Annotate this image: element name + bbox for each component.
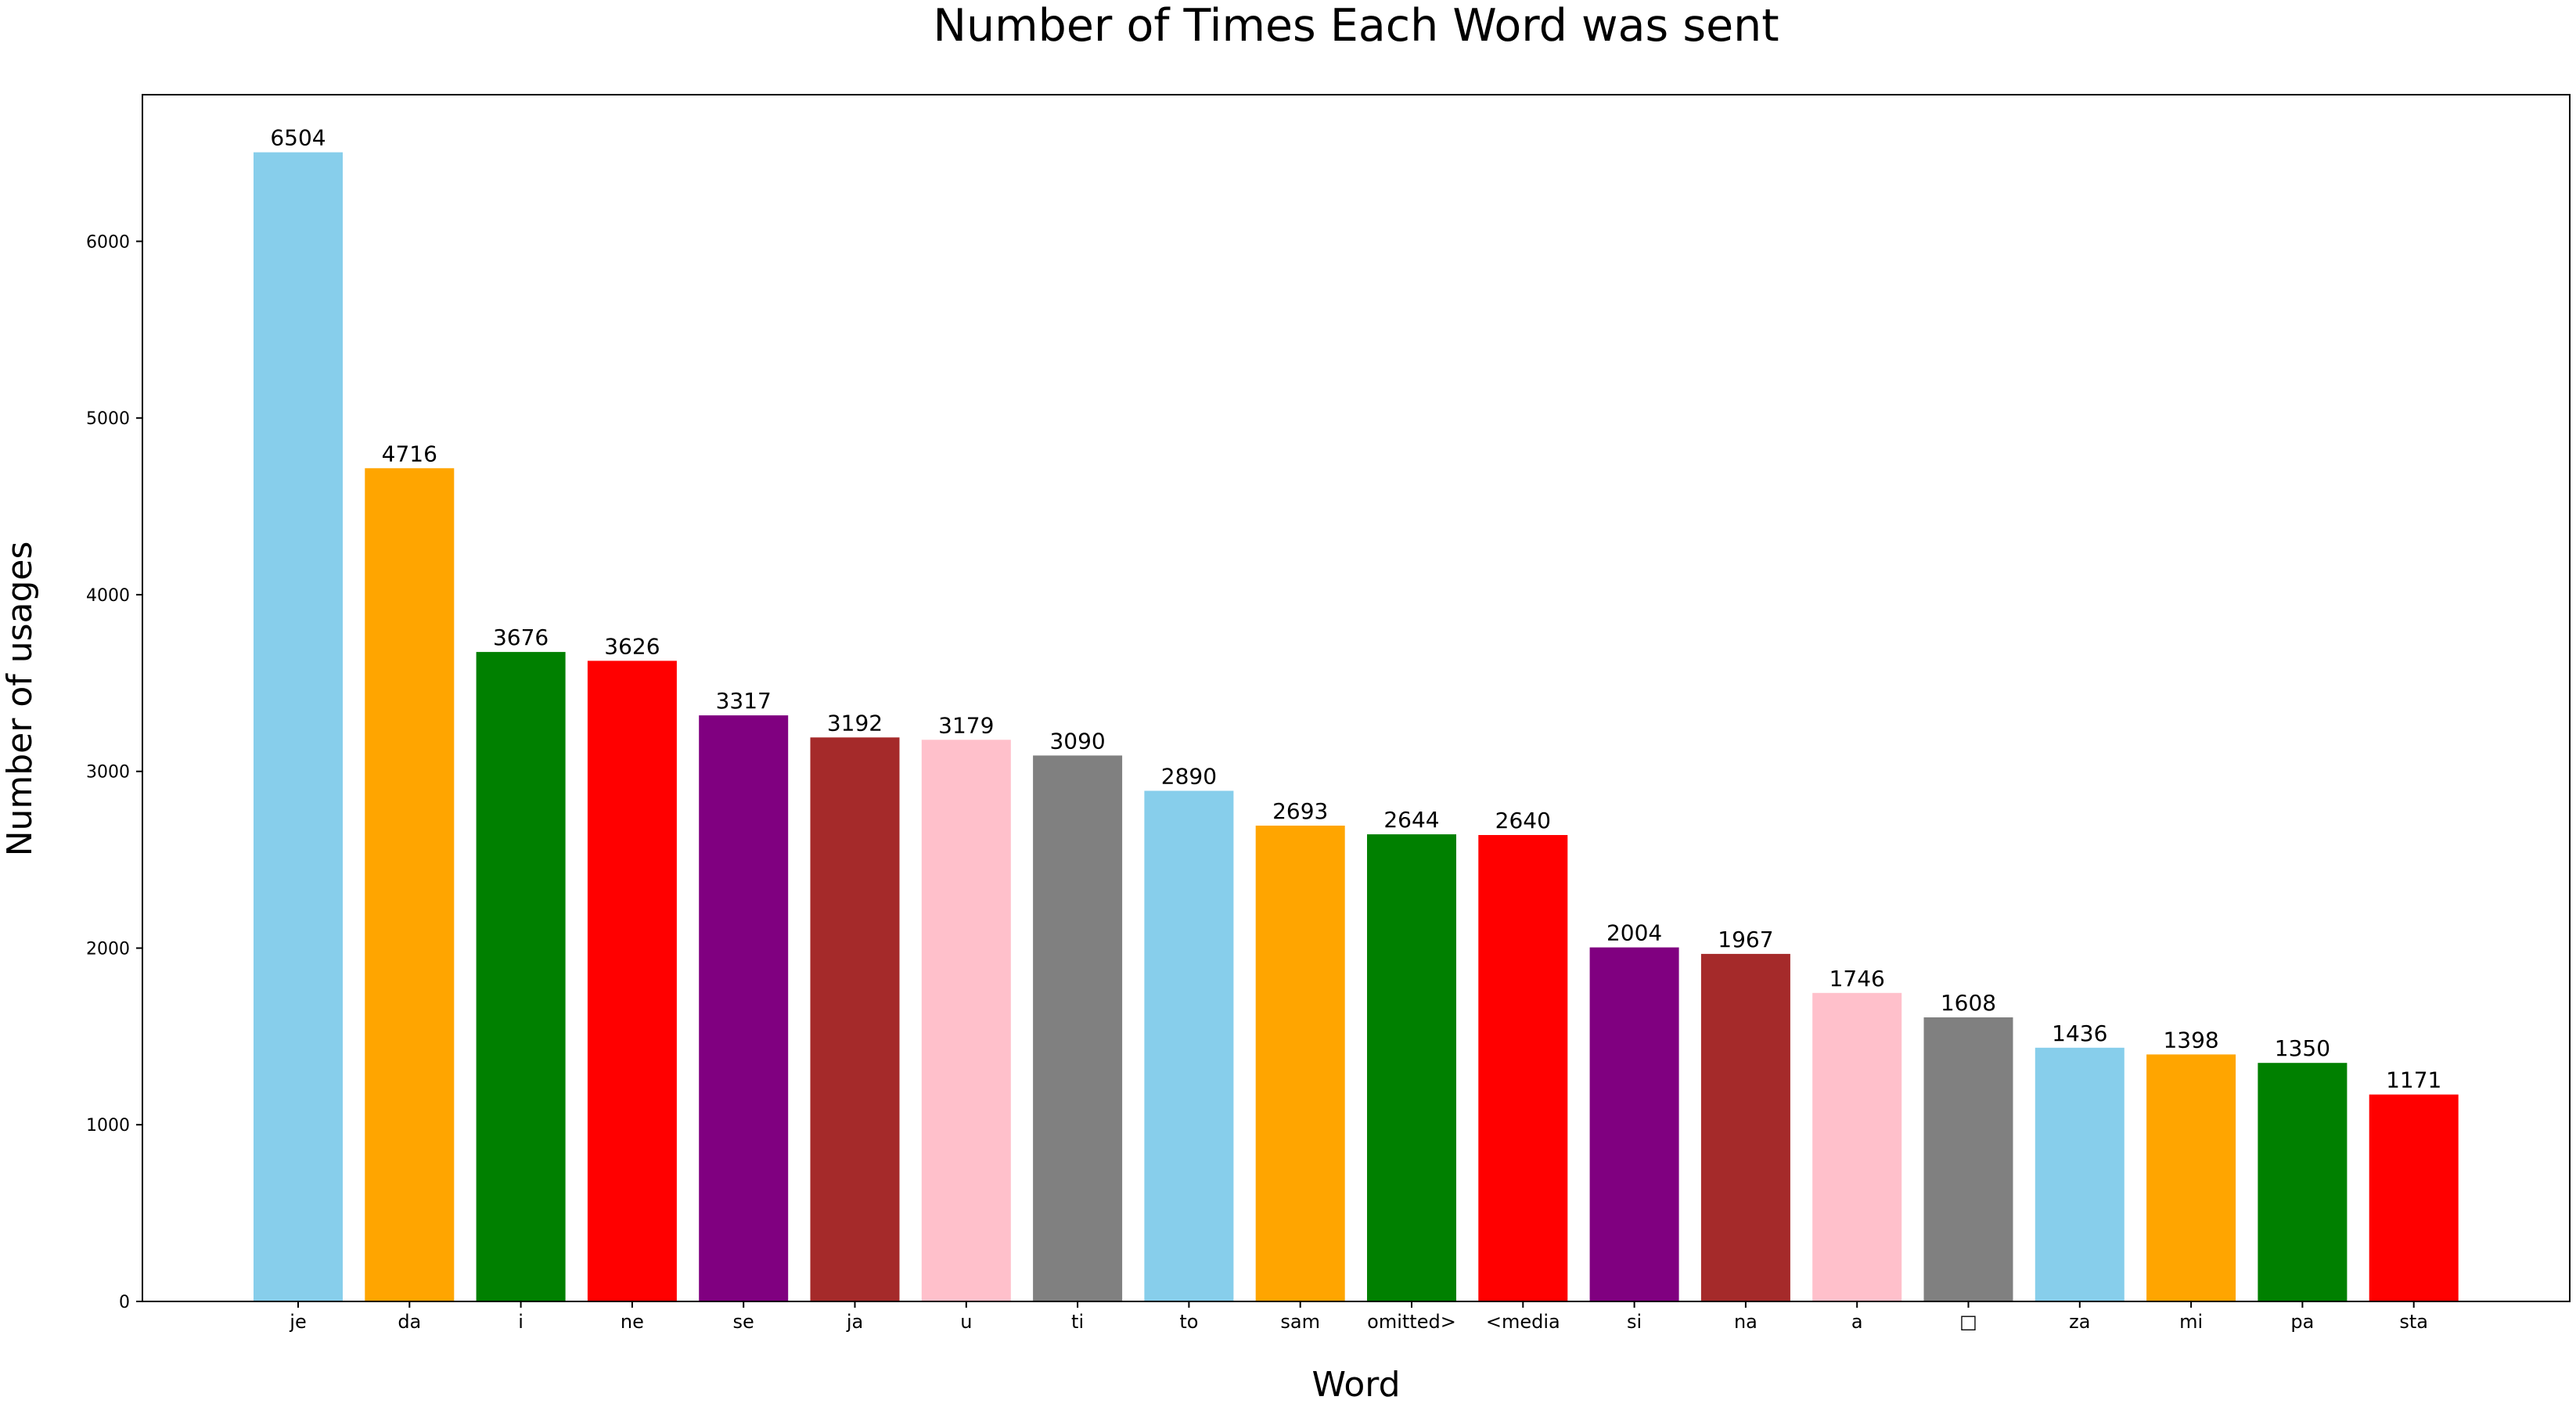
bar xyxy=(587,661,677,1301)
bar xyxy=(699,715,789,1301)
x-tick-label: ja xyxy=(846,1311,863,1333)
y-tick-label: 2000 xyxy=(86,940,130,959)
bar-value-label: 6504 xyxy=(270,125,326,151)
x-tick-label: u xyxy=(960,1311,972,1333)
x-tick-label: je xyxy=(289,1311,306,1333)
bar-value-label: 2693 xyxy=(1272,798,1328,824)
x-tick-label: sam xyxy=(1280,1311,1320,1333)
x-tick-label: mi xyxy=(2179,1311,2203,1333)
bar xyxy=(254,152,343,1302)
x-tick-label: a xyxy=(1851,1311,1863,1333)
bar xyxy=(1812,992,1902,1301)
bar xyxy=(1700,953,1790,1301)
y-tick-label: 5000 xyxy=(86,409,130,429)
x-tick-label: za xyxy=(2069,1311,2090,1333)
x-tick-label: sta xyxy=(2399,1311,2428,1333)
bar-value-labels: 6504 4716 3676 3626 3317 3192 3179 3090 2890 2693… xyxy=(270,125,2441,1093)
x-tick-label: i xyxy=(518,1311,523,1333)
bar xyxy=(2369,1094,2459,1301)
bar-value-label: 3676 xyxy=(493,625,549,650)
bar xyxy=(1478,835,1568,1301)
bar xyxy=(2146,1054,2236,1301)
bar xyxy=(2035,1047,2124,1301)
x-tick-label: □ xyxy=(1959,1311,1977,1333)
x-tick-label: na xyxy=(1734,1311,1758,1333)
bar-value-label: 2644 xyxy=(1383,807,1439,833)
plot-frame xyxy=(142,94,2571,1302)
x-tick-label: to xyxy=(1179,1311,1198,1333)
bar-value-label: 3317 xyxy=(716,688,772,714)
bar xyxy=(1923,1017,2013,1301)
bar-value-label: 3090 xyxy=(1049,728,1105,754)
x-tick-label: si xyxy=(1627,1311,1642,1333)
bar-value-label: 2004 xyxy=(1606,920,1662,946)
bars xyxy=(254,152,2459,1302)
bar-value-label: 1171 xyxy=(2386,1067,2441,1093)
bar-value-label: 1398 xyxy=(2163,1027,2218,1053)
bar-value-label: 3192 xyxy=(827,710,883,736)
y-tick-label: 6000 xyxy=(86,232,130,252)
chart-title: Number of Times Each Word was sent xyxy=(933,0,1779,52)
bar-value-label: 1608 xyxy=(1941,990,1996,1016)
x-tick-label: da xyxy=(398,1311,421,1333)
y-tick-label: 1000 xyxy=(86,1116,130,1136)
bar-value-label: 3179 xyxy=(938,712,994,738)
y-tick-label: 4000 xyxy=(86,586,130,606)
bar-value-label: 1350 xyxy=(2275,1035,2330,1061)
x-axis-ticks: je da i ne se ja u ti to sam omitted> <media si na a □ z… xyxy=(289,1301,2428,1333)
bar xyxy=(1144,790,1234,1301)
bar-value-label: 1436 xyxy=(2052,1020,2107,1046)
bar xyxy=(476,652,566,1301)
bar-value-label: 2640 xyxy=(1495,808,1551,833)
bar xyxy=(921,740,1011,1301)
x-tick-label: pa xyxy=(2290,1311,2314,1333)
bar xyxy=(365,468,455,1301)
bar-value-label: 4716 xyxy=(382,441,437,466)
x-axis-label: Word xyxy=(1311,1365,1400,1405)
x-tick-label: ti xyxy=(1071,1311,1084,1333)
y-tick-label: 3000 xyxy=(86,763,130,783)
y-tick-label: 0 xyxy=(119,1293,130,1312)
bar xyxy=(1255,826,1345,1301)
bar-value-label: 1746 xyxy=(1829,966,1885,992)
x-tick-label: ne xyxy=(621,1311,644,1333)
bar-value-label: 1967 xyxy=(1718,927,1773,952)
x-tick-label: se xyxy=(733,1311,754,1333)
x-tick-label: omitted> xyxy=(1367,1311,1456,1333)
bar xyxy=(2258,1063,2348,1301)
x-tick-label: <media xyxy=(1486,1311,1560,1333)
y-axis-ticks: 0 1000 2000 3000 4000 5000 6000 xyxy=(86,232,142,1312)
bar xyxy=(1589,947,1679,1301)
bar xyxy=(1033,755,1123,1301)
y-axis-label: Number of usages xyxy=(0,542,40,857)
bar xyxy=(810,737,900,1301)
bar-value-label: 3626 xyxy=(604,633,660,659)
bar xyxy=(1367,834,1456,1301)
bar-value-label: 2890 xyxy=(1161,764,1217,790)
